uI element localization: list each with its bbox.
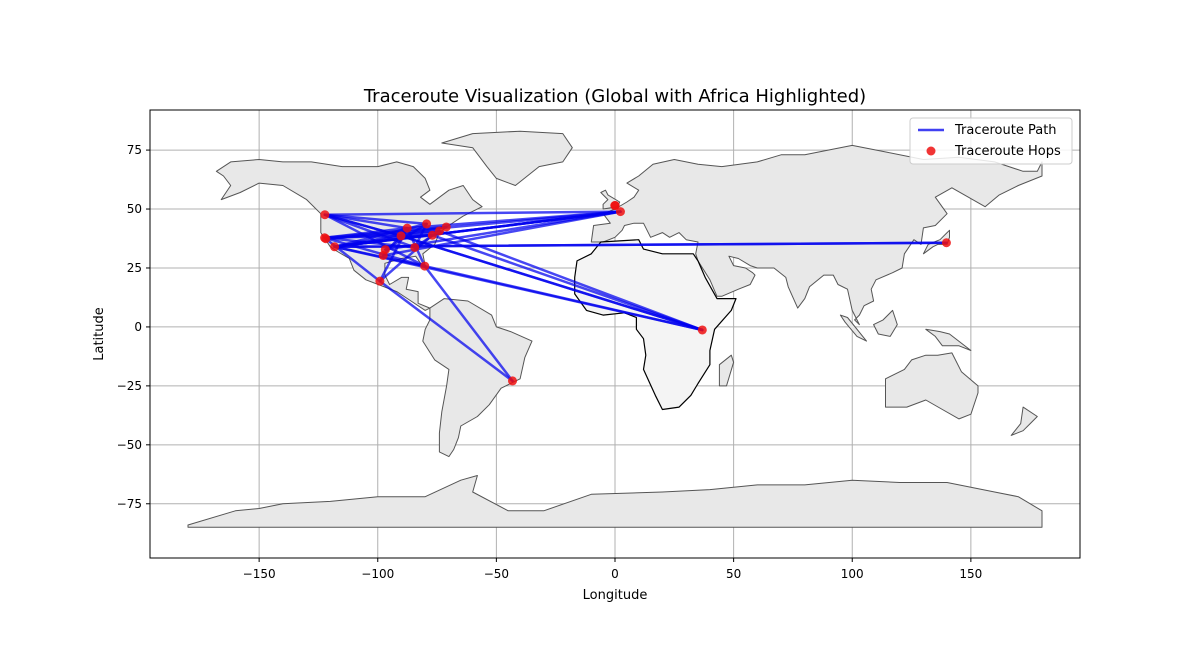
x-tick-label: −50: [484, 567, 509, 581]
landmass-sumatra: [839, 314, 867, 342]
traceroute-hop-marker: [508, 376, 518, 386]
traceroute-hop-marker: [410, 242, 420, 252]
landmass-africa: [574, 239, 737, 411]
hop-layer: [320, 200, 951, 386]
traceroute-hop-marker: [380, 245, 390, 255]
traceroute-hop-marker: [320, 210, 330, 220]
traceroute-path-segment: [378, 279, 514, 383]
traceroute-hop-marker: [330, 242, 340, 252]
traceroute-hop-marker: [434, 226, 444, 236]
landmass-australia: [885, 352, 979, 420]
landmass-south-america: [422, 298, 533, 458]
traceroute-path-segment: [423, 264, 704, 332]
traceroute-hop-marker: [615, 207, 625, 217]
landmass-madagascar: [718, 354, 735, 387]
traceroute-hop-marker: [422, 219, 432, 229]
traceroute-path-segment: [423, 264, 514, 383]
traceroute-path-segment: [324, 210, 622, 240]
legend-box: [909, 117, 1073, 165]
path-layer: [323, 210, 948, 383]
y-tick-label: 75: [127, 143, 142, 157]
x-tick-label: 0: [611, 567, 619, 581]
traceroute-hop-marker: [402, 223, 412, 233]
traceroute-hop-marker: [420, 261, 430, 271]
x-tick-label: 50: [726, 567, 741, 581]
landmass-new-guinea: [925, 328, 972, 351]
y-tick-label: −50: [117, 438, 142, 452]
traceroute-hop-marker: [321, 234, 331, 244]
landmass-greenland: [441, 130, 573, 186]
traceroute-hop-marker: [441, 222, 451, 232]
legend: Traceroute Path Traceroute Hops: [909, 117, 1073, 165]
x-tick-label: 150: [959, 567, 982, 581]
x-tick-label: −150: [243, 567, 276, 581]
traceroute-path-segment: [333, 229, 441, 249]
legend-hop-swatch: [926, 146, 936, 156]
traceroute-hop-marker: [697, 325, 707, 335]
y-tick-label: −75: [117, 497, 142, 511]
tick-layer: −150 −100 −50 0 50 100 150 −75 −50 −25 0 25 50 75: [117, 143, 983, 581]
traceroute-hop-marker: [941, 238, 951, 248]
y-axis-label: Latitude: [92, 307, 107, 361]
traceroute-hop-marker: [610, 200, 620, 210]
traceroute-path-segment: [323, 213, 409, 230]
traceroute-path-segment: [399, 234, 704, 332]
landmass-new-zealand: [1010, 406, 1038, 436]
landmass-borneo: [873, 309, 898, 337]
y-tick-label: 25: [127, 261, 142, 275]
y-tick-label: 0: [134, 320, 142, 334]
land-layer: [187, 130, 1043, 528]
x-tick-label: 100: [841, 567, 864, 581]
legend-path-label: Traceroute Path: [954, 123, 1057, 138]
traceroute-hop-marker: [375, 276, 385, 286]
y-tick-label: 50: [127, 202, 142, 216]
y-tick-label: −25: [117, 379, 142, 393]
traceroute-path-segment: [323, 210, 622, 216]
traceroute-hop-marker: [396, 231, 406, 241]
chart-title: Traceroute Visualization (Global with Af…: [363, 86, 866, 107]
x-axis-label: Longitude: [583, 588, 648, 603]
traceroute-path-segment: [323, 213, 403, 238]
traceroute-path-segment: [438, 229, 704, 332]
traceroute-hop-marker: [427, 230, 437, 240]
x-tick-label: −100: [361, 567, 394, 581]
traceroute-path-segment: [381, 210, 622, 257]
landmass-antarctica: [187, 475, 1043, 528]
legend-hop-label: Traceroute Hops: [954, 144, 1061, 159]
